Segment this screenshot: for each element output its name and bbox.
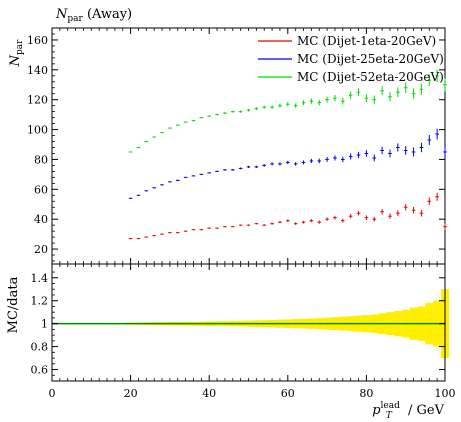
ratio-x-ticks: 0 20 40 60 80 100 [49,264,456,400]
main-ytick-label: 20 [34,243,48,256]
series-2 [128,128,447,199]
legend-label-3: MC (Dijet-52eta-20GeV) [297,70,444,84]
legend: MC (Dijet-1eta-20GeV) MC (Dijet-25eta-20… [258,34,444,84]
ratio-ytick-label: 1 [41,318,48,331]
ratio-xtick-label: 40 [202,387,216,400]
main-ytick-label: 120 [27,94,48,107]
ratio-ytick-label: 1.4 [31,272,49,285]
legend-label-1: MC (Dijet-1eta-20GeV) [297,34,436,48]
main-ytick-label: 60 [34,183,48,196]
main-ytick-label: 80 [34,153,48,166]
main-ytick-label: 160 [27,34,48,47]
ratio-y-ticks: 0.6 0.8 1 1.2 1.4 [31,271,445,377]
ratio-ylabel: MC/data [6,276,21,333]
xlabel-sup: lead [381,401,401,411]
main-ytick-label: 40 [34,213,48,226]
main-series-group [128,69,447,240]
main-y-ticks: 20 40 60 80 100 120 140 160 [27,33,445,262]
main-panel: 20 40 60 80 100 120 140 160 Npar (Away) Npar MC… [8,7,447,265]
ratio-panel: 0.6 0.8 1 1.2 1.4 0 20 40 60 80 100 MC/data plead… [6,263,456,421]
ylabel-sub: par [15,39,25,55]
legend-label-2: MC (Dijet-25eta-20GeV) [297,52,444,66]
title-sub: par [67,14,83,24]
ratio-xtick-label: 80 [359,387,373,400]
ratio-xtick-label: 100 [435,387,456,400]
title-suffix: (Away) [83,7,132,22]
ratio-ytick-label: 1.2 [31,295,49,308]
series-3 [128,69,447,153]
ratio-ytick-label: 0.8 [31,341,49,354]
ratio-xtick-label: 20 [124,387,138,400]
xlabel-sub: T [386,411,393,421]
main-ytick-label: 100 [27,124,48,137]
ratio-xtick-label: 0 [49,387,56,400]
series-1 [128,192,447,240]
ratio-xtick-label: 60 [281,387,295,400]
main-ylabel: Npar [8,39,25,68]
ratio-ytick-label: 0.6 [31,364,49,377]
main-ytick-label: 140 [27,64,48,77]
xlabel-main: p [372,403,381,418]
ylabel-main: N [8,54,23,67]
ratio-xlabel: plead T / GeV [372,401,444,421]
title-main: N [55,7,68,22]
xlabel-suffix: / GeV [404,403,445,418]
main-title: Npar (Away) [55,7,132,24]
